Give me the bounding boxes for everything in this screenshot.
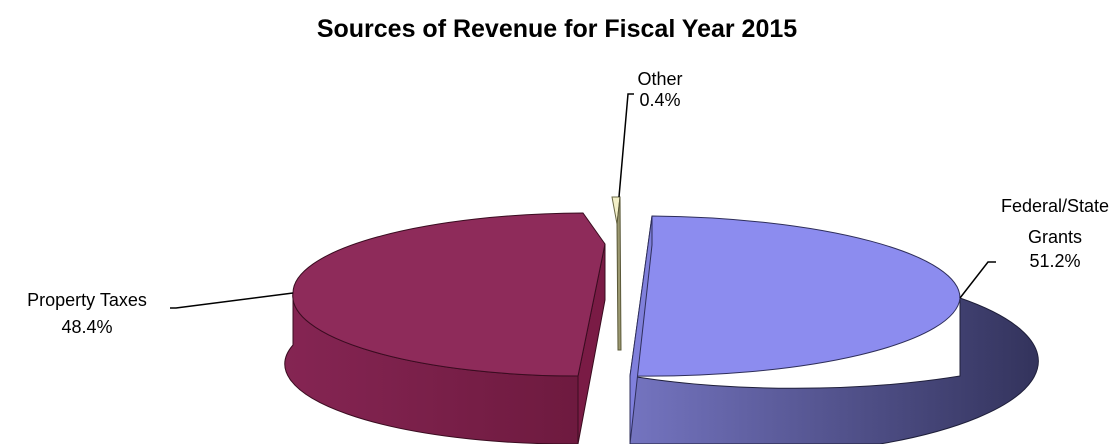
data-label-federal-state-grants-value: 51.2% — [1029, 251, 1080, 271]
leader-line-federal-state-grants — [959, 261, 996, 299]
leader-line-property-taxes — [170, 292, 294, 309]
data-label-federal-state-grants-name-line-1: Federal/State — [1001, 196, 1109, 216]
data-label-federal-state-grants-name-line-2: Grants — [1028, 227, 1082, 247]
federal-grants-side-cut — [629, 215, 653, 444]
data-label-property-taxes-name: Property Taxes — [27, 290, 147, 310]
leader-line-other — [618, 93, 634, 198]
pie-slice-other — [611, 196, 622, 351]
other-side — [616, 196, 622, 351]
pie-slice-property-taxes — [284, 212, 606, 444]
federal-grants-side — [629, 297, 1039, 444]
chart-title: Sources of Revenue for Fiscal Year 2015 — [317, 15, 797, 43]
data-label-other-value: 0.4% — [639, 90, 680, 110]
data-label-property-taxes-value: 48.4% — [61, 317, 112, 337]
pie-slice-federal-state-grants — [629, 215, 1039, 444]
federal-grants-top — [629, 215, 961, 377]
data-label-other-name: Other — [637, 69, 682, 89]
